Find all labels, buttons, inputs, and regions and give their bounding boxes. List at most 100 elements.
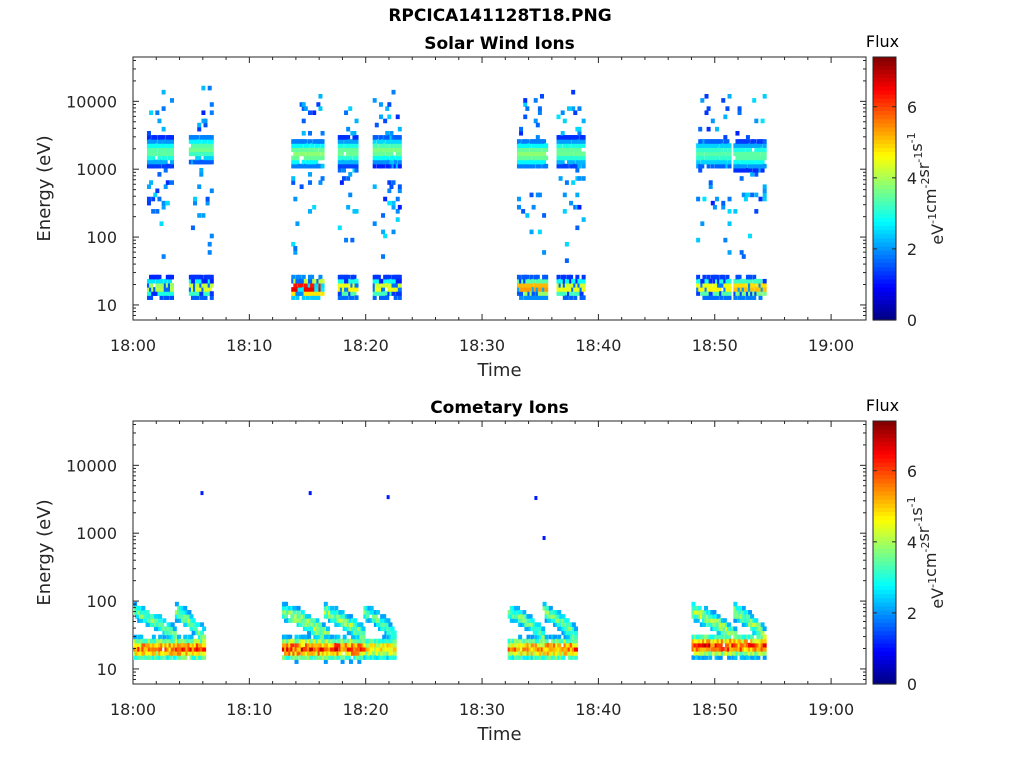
flux-cell [717,163,722,169]
flux-cell [158,651,163,656]
flux-cell [743,651,748,656]
flux-cell [389,139,394,144]
flux-cell [199,274,204,280]
flux-cell [176,614,181,619]
flux-cell [566,274,571,280]
flux-cell [577,204,582,210]
flux-cell [183,614,188,619]
flux-cell [163,143,168,148]
flux-cell [162,638,167,644]
flux-cell [153,139,158,144]
flux-cell [704,638,709,644]
flux-cell [200,634,205,640]
flux-cell [309,655,314,660]
flux-cell [701,622,706,627]
flux-cell [762,196,767,202]
flux-cell [176,642,181,648]
flux-cell [365,638,370,644]
flux-cell [135,642,140,648]
flux-cell [541,634,546,640]
flux-cell [307,614,312,619]
flux-cell [344,614,349,619]
flux-cell [190,291,195,296]
flux-cell [693,638,698,644]
flux-cell [188,278,193,284]
flux-cell [151,614,156,619]
flux-cell [712,614,717,619]
flux-cell [151,638,156,644]
flux-cell [315,622,320,627]
flux-cell [149,180,154,185]
colorbar-segment [873,453,896,459]
flux-cell [336,618,341,623]
flux-cell [302,622,307,627]
flux-cell [714,295,719,300]
flux-cell [291,278,296,284]
flux-cell [179,655,184,660]
flux-cell [569,147,574,153]
flux-cell [179,605,184,611]
flux-cell [297,287,302,292]
flux-cell [293,159,298,165]
flux-cell [516,647,521,652]
flux-cell [314,291,319,296]
flux-cell [714,626,719,632]
flux-cell [544,274,549,280]
flux-cell [190,278,195,284]
colorbar-segment [873,503,896,508]
flux-cell [509,605,514,611]
flux-cell [149,622,154,627]
flux-cell [541,626,546,632]
colorbar-segment [873,299,896,305]
flux-cell [151,143,156,148]
flux-cell [330,638,335,644]
flux-cell [739,159,744,165]
flux-cell [542,651,547,656]
flux-cell [342,638,347,644]
flux-cell [754,209,759,214]
flux-cell [565,638,570,644]
colorbar-segment [873,433,896,439]
colorbar-segment [873,295,896,301]
flux-cell [340,642,345,648]
flux-cell [307,209,312,214]
flux-cell [139,618,144,623]
flux-cell [389,287,394,292]
flux-cell [195,151,200,157]
flux-cell [741,655,746,660]
flux-cell [141,651,146,656]
colorbar-segment [873,274,896,280]
flux-cell [153,618,158,623]
flux-cell [733,614,738,619]
flux-cell [344,159,349,165]
flux-cell [557,622,562,627]
flux-cell [754,163,759,169]
flux-cell [291,291,296,296]
colorbar-segment [873,429,896,434]
flux-cell [533,147,538,153]
flux-cell [187,634,192,640]
flux-cell [342,647,347,652]
flux-cell [564,180,569,185]
flux-cell [320,143,325,148]
flux-cell [209,151,214,157]
flux-cell [290,618,295,623]
colorbar-segment [873,457,896,463]
flux-cell [739,283,744,288]
flux-cell [193,655,198,660]
flux-cell [714,274,719,280]
flux-cell [531,163,536,169]
flux-cell [542,143,547,148]
flux-cell [513,638,518,644]
y-tick-label: 100 [86,592,117,611]
flux-cell [529,192,534,198]
flux-cell [577,155,582,161]
flux-cell [566,143,571,148]
flux-cell [350,143,355,148]
colorbar-segment [873,425,896,430]
flux-cell [754,143,759,148]
flux-cell [153,638,158,644]
flux-cell [513,642,518,648]
flux-cell [381,295,386,300]
flux-cell [299,163,304,169]
